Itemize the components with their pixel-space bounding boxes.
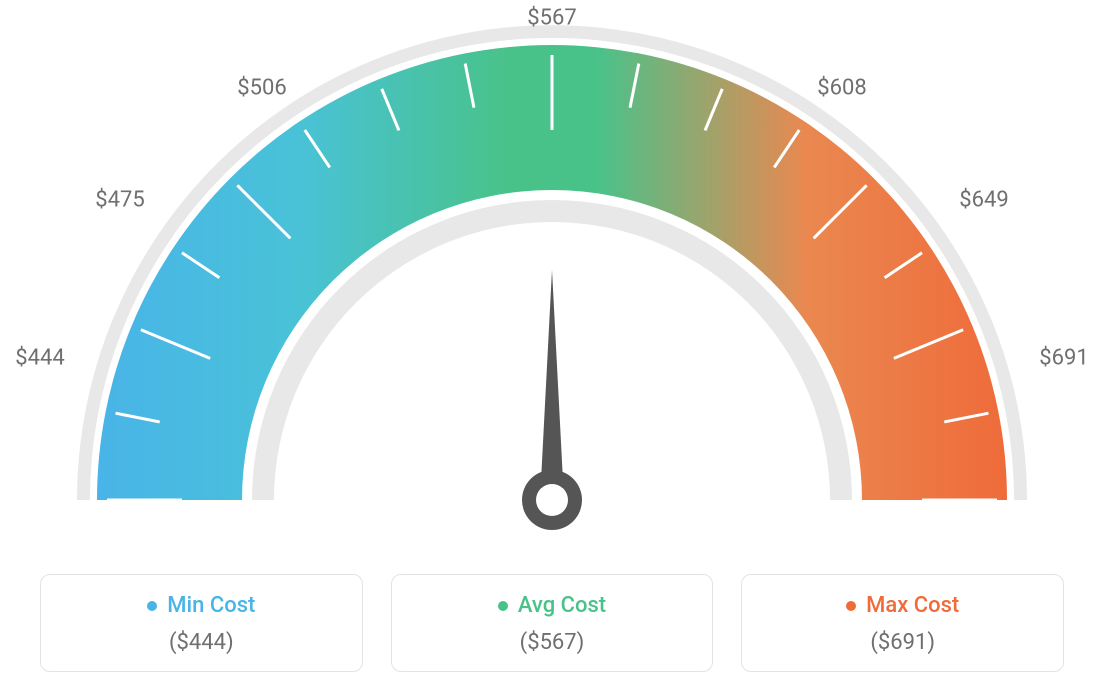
needle <box>540 270 564 500</box>
tick-label: $475 <box>95 188 144 213</box>
legend-row: Min Cost ($444) Avg Cost ($567) Max Cost ($69… <box>0 574 1104 672</box>
gauge-chart: $444 $475 $506 $567 $608 $649 $691 <box>0 0 1104 560</box>
tick-label: $567 <box>527 6 576 31</box>
legend-card-max: Max Cost ($691) <box>741 574 1064 672</box>
legend-dot-icon <box>147 601 157 611</box>
legend-dot-icon <box>846 601 856 611</box>
legend-value: ($691) <box>752 630 1053 655</box>
legend-title-text: Min Cost <box>167 593 255 618</box>
tick-label: $649 <box>959 188 1008 213</box>
legend-card-avg: Avg Cost ($567) <box>391 574 714 672</box>
tick-label: $444 <box>15 346 64 371</box>
legend-value: ($567) <box>402 630 703 655</box>
legend-title-text: Max Cost <box>866 593 959 618</box>
tick-label: $691 <box>1039 346 1088 371</box>
legend-dot-icon <box>498 601 508 611</box>
legend-title: Avg Cost <box>498 593 606 618</box>
tick-label: $608 <box>817 76 866 101</box>
legend-value: ($444) <box>51 630 352 655</box>
gauge-svg <box>0 0 1104 560</box>
legend-title: Max Cost <box>846 593 959 618</box>
needle-hub-inner <box>536 484 568 516</box>
legend-card-min: Min Cost ($444) <box>40 574 363 672</box>
legend-title: Min Cost <box>147 593 255 618</box>
legend-title-text: Avg Cost <box>518 593 606 618</box>
tick-label: $506 <box>237 76 286 101</box>
